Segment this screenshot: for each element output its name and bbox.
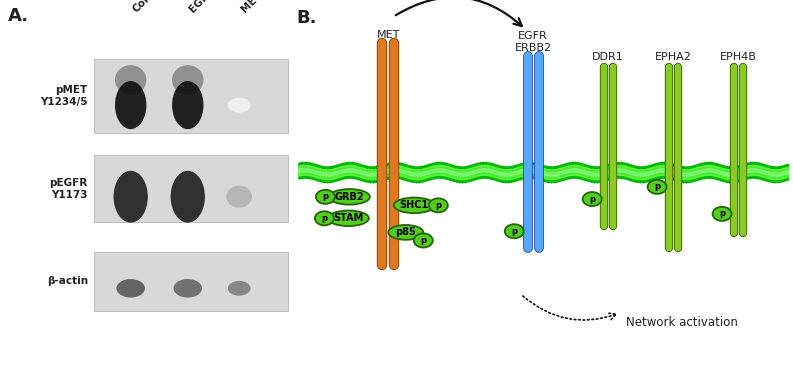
Ellipse shape [172,65,204,95]
Text: pEGFR
Y1173: pEGFR Y1173 [50,178,88,199]
Text: p85: p85 [396,227,416,238]
Text: EGFR-TKI: EGFR-TKI [188,0,232,15]
Text: p: p [719,209,725,218]
Text: MET-TKI: MET-TKI [239,0,278,15]
Text: GRB2: GRB2 [335,192,364,202]
Ellipse shape [228,281,251,296]
Bar [94,59,288,133]
Text: EGFR
ERBB2: EGFR ERBB2 [515,31,552,53]
Ellipse shape [228,98,251,112]
Bar [94,155,288,222]
Text: EPHA2: EPHA2 [655,52,691,62]
Text: p: p [435,201,441,210]
Ellipse shape [174,279,202,297]
Text: B.: B. [296,9,316,27]
Text: SHC1: SHC1 [400,200,429,211]
Bar [94,252,288,311]
Text: p: p [511,227,517,236]
Text: p: p [420,236,427,245]
Ellipse shape [117,279,145,297]
Ellipse shape [115,81,147,129]
Text: p: p [323,192,328,201]
Text: β-actin: β-actin [47,276,88,286]
Text: MET: MET [377,30,400,40]
Circle shape [315,211,334,225]
Ellipse shape [172,81,204,129]
Circle shape [648,180,667,194]
Text: p: p [589,195,596,204]
Text: pMET
Y1234/5: pMET Y1234/5 [40,85,88,107]
Text: STAM: STAM [333,213,363,223]
Text: DDR1: DDR1 [592,52,624,62]
Circle shape [583,192,602,206]
Text: Network activation: Network activation [626,316,737,329]
Ellipse shape [115,65,147,95]
Circle shape [504,224,523,238]
Ellipse shape [113,171,147,223]
Ellipse shape [170,171,205,223]
Text: Control: Control [131,0,168,15]
Ellipse shape [389,225,423,240]
Circle shape [429,198,448,212]
Circle shape [713,207,732,221]
Text: p: p [654,182,660,191]
Ellipse shape [328,211,369,226]
Text: p: p [321,214,328,223]
Text: A.: A. [8,7,29,26]
Ellipse shape [394,198,435,213]
Ellipse shape [226,186,252,208]
Ellipse shape [329,189,370,205]
Circle shape [316,190,335,204]
Circle shape [414,233,433,248]
Text: EPH4B: EPH4B [719,52,757,62]
